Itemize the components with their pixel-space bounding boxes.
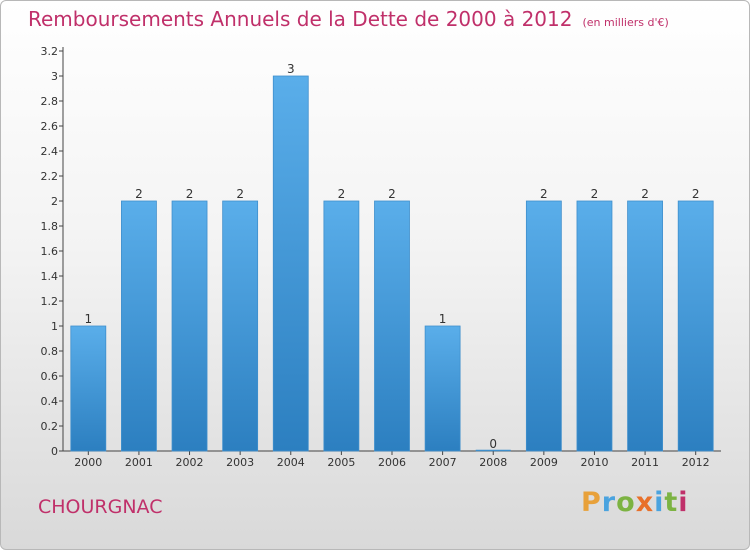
data-label: 2 bbox=[540, 187, 548, 201]
bar bbox=[576, 200, 613, 452]
x-tick-label: 2008 bbox=[479, 456, 507, 469]
y-tick-label: 0.6 bbox=[41, 370, 59, 383]
data-labels: 1 2 2 2 3 2 2 1 0 2 2 2 2 bbox=[84, 62, 699, 451]
proxiti-logo: Proxiti bbox=[581, 487, 689, 518]
y-tick-label: 2 bbox=[51, 195, 58, 208]
y-tick-label: 2.8 bbox=[41, 95, 59, 108]
x-tick-label: 2012 bbox=[682, 456, 710, 469]
axes: 0 0.2 0.4 0.6 0.8 1 1.2 1.4 1.6 1.8 2 2.2 2.4 2.6 2.8 3… bbox=[41, 45, 721, 469]
y-tick-label: 1.6 bbox=[41, 245, 59, 258]
data-label: 2 bbox=[186, 187, 194, 201]
bar bbox=[272, 75, 309, 452]
y-tick-label: 0 bbox=[51, 445, 58, 458]
y-tick-label: 1.2 bbox=[41, 295, 59, 308]
x-tick-label: 2011 bbox=[631, 456, 659, 469]
y-tick-label: 1.8 bbox=[41, 220, 59, 233]
x-tick-label: 2000 bbox=[74, 456, 102, 469]
logo-letter: r bbox=[601, 487, 617, 518]
bar bbox=[171, 200, 208, 452]
bar bbox=[627, 200, 663, 452]
commune-name: CHOURGNAC bbox=[38, 496, 163, 518]
logo-letter: t bbox=[664, 487, 679, 518]
y-tick-label: 0.2 bbox=[41, 420, 59, 433]
x-tick-label: 2009 bbox=[530, 456, 558, 469]
data-label: 1 bbox=[84, 312, 92, 326]
y-tick-label: 2.2 bbox=[41, 170, 59, 183]
x-tick-label: 2004 bbox=[277, 456, 305, 469]
bar bbox=[424, 325, 461, 452]
bar bbox=[323, 200, 360, 452]
x-tick-label: 2010 bbox=[580, 456, 608, 469]
x-tick-label: 2002 bbox=[176, 456, 204, 469]
data-label: 0 bbox=[489, 437, 497, 451]
data-label: 2 bbox=[591, 187, 599, 201]
bar bbox=[222, 200, 259, 452]
logo-letter: i bbox=[678, 487, 689, 518]
y-tick-label: 2.6 bbox=[41, 120, 59, 133]
chart-title-main: Remboursements Annuels de la Dette de 20… bbox=[28, 7, 573, 31]
data-label: 2 bbox=[135, 187, 143, 201]
x-tick-label: 2001 bbox=[125, 456, 153, 469]
data-label: 1 bbox=[439, 312, 447, 326]
y-tick-label: 0.4 bbox=[41, 395, 59, 408]
logo-letter: o bbox=[616, 487, 636, 518]
y-tick-label: 3 bbox=[51, 70, 58, 83]
chart-title: Remboursements Annuels de la Dette de 20… bbox=[28, 7, 669, 31]
y-tick-label: 1 bbox=[51, 320, 58, 333]
chart-title-unit: (en milliers d'€) bbox=[582, 16, 669, 29]
logo-letter: x bbox=[635, 487, 655, 518]
bar bbox=[121, 200, 157, 452]
x-tick-label: 2005 bbox=[327, 456, 355, 469]
y-tick-label: 2.4 bbox=[41, 145, 59, 158]
bars bbox=[70, 75, 714, 452]
x-tick-label: 2006 bbox=[378, 456, 406, 469]
y-tick-label: 3.2 bbox=[41, 45, 59, 58]
logo-letter: i bbox=[654, 487, 665, 518]
data-label: 3 bbox=[287, 62, 295, 76]
x-tick-label: 2007 bbox=[429, 456, 457, 469]
bar bbox=[677, 200, 714, 452]
data-label: 2 bbox=[236, 187, 244, 201]
data-label: 2 bbox=[641, 187, 649, 201]
data-label: 2 bbox=[388, 187, 396, 201]
bar bbox=[70, 325, 107, 452]
bar bbox=[525, 200, 562, 452]
y-tick-label: 0.8 bbox=[41, 345, 59, 358]
y-tick-label: 1.4 bbox=[41, 270, 59, 283]
data-label: 2 bbox=[338, 187, 346, 201]
data-label: 2 bbox=[692, 187, 700, 201]
bar bbox=[374, 200, 410, 452]
logo-letter: P bbox=[581, 487, 602, 518]
x-tick-label: 2003 bbox=[226, 456, 254, 469]
